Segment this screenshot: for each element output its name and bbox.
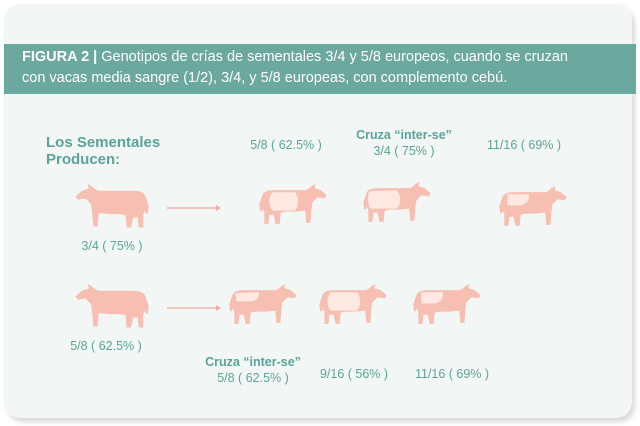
offspring-label-r2-2: 9/16 ( 56% ) bbox=[319, 367, 389, 381]
figure-header: FIGURA 2 | Genotipos de crías de sementa… bbox=[4, 44, 636, 94]
arrow-row2 bbox=[167, 305, 221, 311]
sire-label-row1: 3/4 ( 75% ) bbox=[81, 239, 143, 253]
sire-cow-icon-row1 bbox=[72, 183, 150, 233]
offspring-cow-icon-r1-2 bbox=[362, 181, 434, 227]
offspring-label-r2-3: 11/16 ( 69% ) bbox=[414, 367, 490, 381]
offspring-cow-icon-r2-1 bbox=[228, 283, 300, 329]
sire-label-row2: 5/8 ( 62.5% ) bbox=[70, 339, 142, 353]
intro-line2: Producen: bbox=[46, 151, 121, 168]
offspring-cow-icon-r1-3 bbox=[498, 185, 570, 231]
offspring-label-r2-1: Cruza “inter-se” 5/8 ( 62.5% ) bbox=[194, 354, 312, 386]
offspring-cross-label-r2-1: Cruza “inter-se” bbox=[205, 355, 301, 369]
arrow-row1 bbox=[167, 205, 221, 211]
figure-caption-line2: con vacas media sangre (1/2), 3/4, y 5/8… bbox=[22, 70, 508, 86]
offspring-cow-icon-r2-3 bbox=[412, 283, 484, 329]
intro-line1: Los Sementales bbox=[46, 134, 161, 151]
figure-label: FIGURA 2 | bbox=[22, 49, 98, 65]
offspring-fraction-label-r2-1: 5/8 ( 62.5% ) bbox=[217, 371, 289, 385]
offspring-cow-icon-r1-1 bbox=[258, 183, 330, 229]
offspring-cross-label-r1-2: Cruza “inter-se” bbox=[356, 128, 452, 142]
offspring-fraction-label-r1-2: 3/4 ( 75% ) bbox=[373, 144, 435, 158]
sire-cow-icon-row2 bbox=[72, 283, 150, 333]
offspring-label-r1-1: 5/8 ( 62.5% ) bbox=[250, 138, 322, 152]
figure-caption-line1: Genotipos de crías de sementales 3/4 y 5… bbox=[97, 49, 568, 65]
intro-text: Los Sementales Producen: bbox=[46, 134, 160, 168]
offspring-label-r1-3: 11/16 ( 69% ) bbox=[486, 138, 562, 152]
offspring-label-r1-2: Cruza “inter-se” 3/4 ( 75% ) bbox=[352, 127, 456, 159]
offspring-cow-icon-r2-2 bbox=[318, 283, 390, 329]
